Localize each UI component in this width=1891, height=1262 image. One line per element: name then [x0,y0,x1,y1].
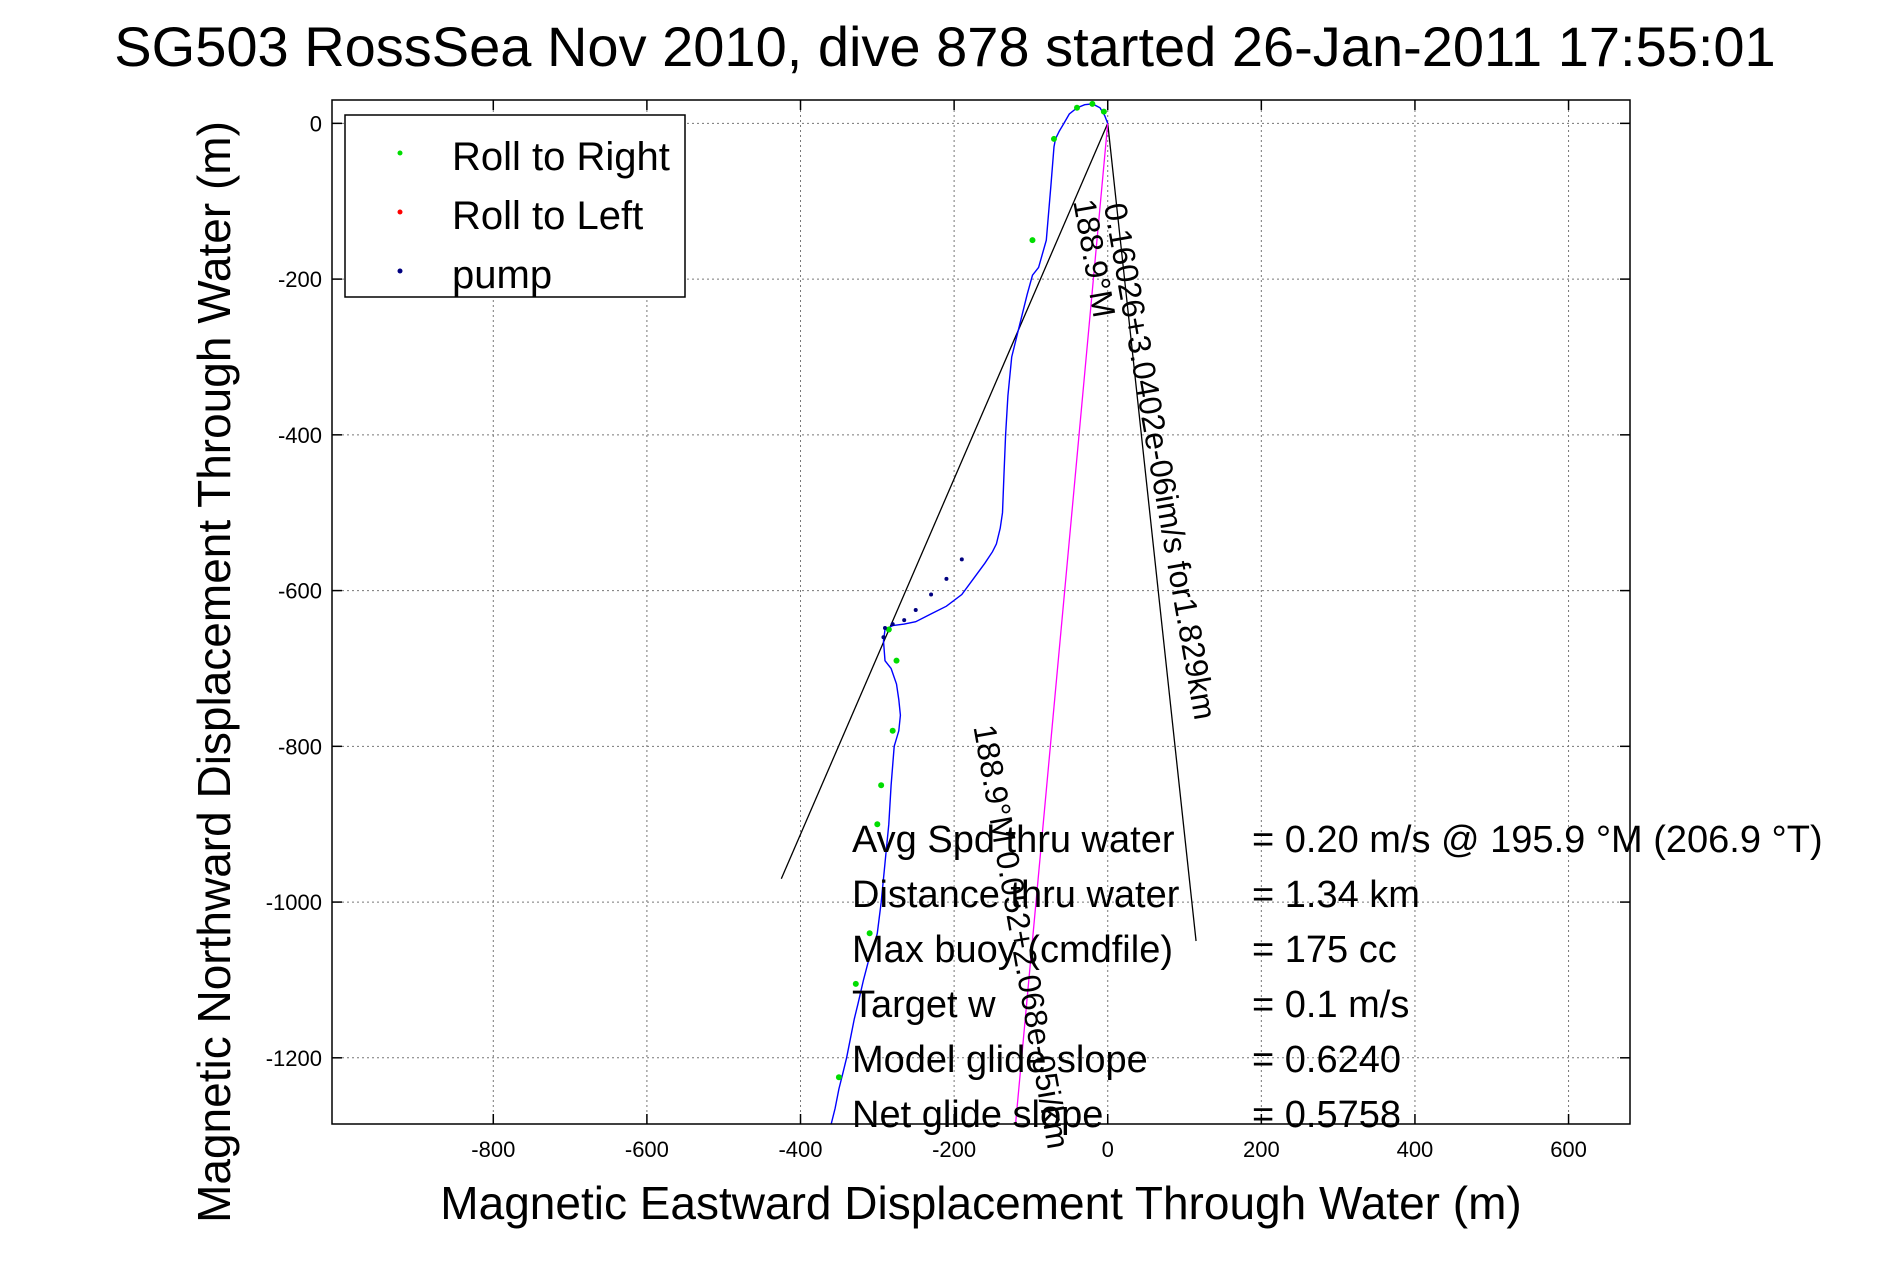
x-tick-label: 600 [1550,1137,1587,1162]
y-axis-title: Magnetic Northward Displacement Through … [188,121,240,1223]
stat-value-max-buoy: = 175 cc [1252,929,1397,971]
legend-box [344,114,686,298]
legend-label-roll-left: Roll to Left [452,194,643,238]
reference-line [780,123,1109,879]
y-tick-label: 0 [310,111,322,136]
roll-right-point [852,980,859,987]
x-tick-label: -200 [932,1137,976,1162]
pump-point [902,618,907,623]
reference-lines [780,123,1197,1125]
pump-point [944,576,949,581]
stat-value-avg-speed: = 0.20 m/s @ 195.9 °M (206.9 °T) [1252,819,1823,861]
pump-point [882,625,887,630]
legend: Roll to Right Roll to Left pump [344,114,686,298]
stat-label-model-glide: Model glide slope [852,1039,1148,1081]
roll-right-point [835,1074,842,1081]
reference-line [1014,123,1109,1125]
y-tick-label: -600 [278,579,322,604]
roll-right-point [1100,108,1107,115]
chart-title: SG503 RossSea Nov 2010, dive 878 started… [114,15,1775,78]
legend-label-pump: pump [452,253,552,297]
roll-right-point [885,626,892,633]
pump-point [913,608,918,613]
legend-marker-roll-left [397,209,403,215]
plot-frame [331,99,1631,1125]
y-tick-label: -400 [278,423,322,448]
roll-right-point [889,727,896,734]
x-tick-label: -600 [625,1137,669,1162]
y-tick-label: -1000 [266,890,322,915]
stat-label-distance: Distance thru water [852,874,1180,916]
reference-line [1107,123,1197,942]
x-axis-ticks: -800 -600 -400 -200 0 200 400 600 [471,100,1587,1162]
legend-marker-roll-right [397,150,403,156]
x-tick-label: 0 [1102,1137,1114,1162]
stat-value-net-glide: = 0.5758 [1252,1094,1401,1136]
y-axis-ticks: 0 -200 -400 -600 -800 -1000 -1200 [266,111,1630,1071]
series-layer [830,100,1109,1125]
legend-label-roll-right: Roll to Right [452,135,670,179]
roll-right-point [1050,135,1057,142]
legend-marker-pump [397,268,403,274]
pump-point [959,557,964,562]
y-tick-label: -200 [278,267,322,292]
x-tick-label: 200 [1243,1137,1280,1162]
stat-label-avg-speed: Avg Spd thru water [852,819,1175,861]
y-tick-label: -1200 [266,1046,322,1071]
stat-label-max-buoy: Max buoy (cmdfile) [852,929,1173,971]
stat-value-distance: = 1.34 km [1252,874,1420,916]
pump-point [881,635,886,640]
roll-right-point [874,821,881,828]
grid [332,100,1630,1124]
roll-right-point [893,657,900,664]
stat-value-model-glide: = 0.6240 [1252,1039,1401,1081]
roll-right-point [866,930,873,937]
roll-right-point [1074,104,1081,111]
roll-right-point [878,782,885,789]
roll-right-point [1029,237,1036,244]
x-tick-label: -800 [471,1137,515,1162]
x-tick-label: 400 [1397,1137,1434,1162]
stat-value-target-w: = 0.1 m/s [1252,984,1409,1026]
x-axis-title: Magnetic Eastward Displacement Through W… [440,1177,1521,1229]
stats-block: Avg Spd thru water = 0.20 m/s @ 195.9 °M… [852,819,1823,1136]
stat-label-target-w: Target w [852,984,996,1026]
stat-label-net-glide: Net glide slope [852,1094,1103,1136]
roll-right-point [1089,100,1096,107]
pump-point [929,592,934,597]
x-tick-label: -400 [778,1137,822,1162]
y-tick-label: -800 [278,734,322,759]
pump-point [890,622,895,627]
